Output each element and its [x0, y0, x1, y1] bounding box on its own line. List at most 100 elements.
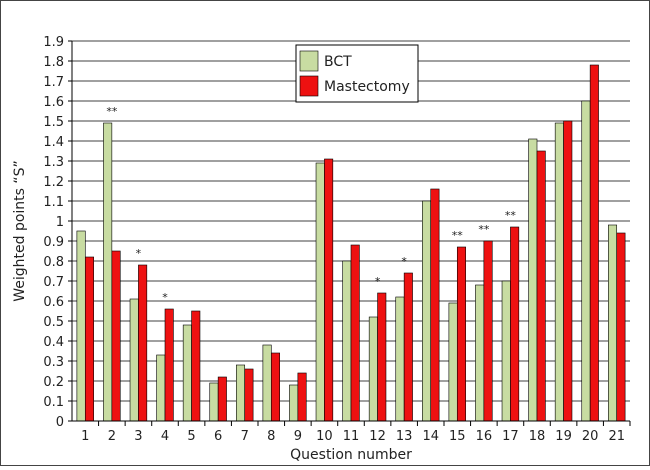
bar-bct — [76, 230, 86, 422]
bar-bct — [342, 260, 352, 422]
bar-bct — [422, 200, 432, 422]
y-tick-label: 1.4 — [43, 135, 64, 150]
bar-mastectomy — [403, 272, 413, 422]
bar-bct — [528, 138, 538, 422]
significance-marker: * — [162, 291, 168, 304]
x-tick-label: 1 — [81, 429, 89, 444]
bar-mastectomy — [270, 352, 280, 422]
significance-marker: * — [375, 275, 381, 288]
y-axis-title: Weighted points “S” — [12, 160, 28, 302]
x-tick-label: 17 — [502, 429, 519, 444]
bars — [76, 64, 626, 422]
x-tick-label: 15 — [449, 429, 466, 444]
x-tick-label: 9 — [294, 429, 302, 444]
x-tick-label: 3 — [134, 429, 142, 444]
x-tick-label: 21 — [608, 429, 625, 444]
y-tick-label: 0.8 — [43, 255, 64, 270]
significance-marker: ** — [478, 223, 490, 236]
y-tick-label: 1 — [56, 215, 64, 230]
y-tick-label: 1.6 — [43, 95, 64, 110]
bar-mastectomy — [244, 368, 254, 422]
x-tick-label: 10 — [316, 429, 333, 444]
bar-mastectomy — [377, 292, 387, 422]
x-tick-label: 14 — [422, 429, 439, 444]
bar-bct — [448, 302, 458, 422]
x-tick-label: 19 — [555, 429, 572, 444]
significance-marker: ** — [106, 105, 118, 118]
bar-bct — [129, 298, 139, 422]
bar-mastectomy — [84, 256, 94, 422]
bar-mastectomy — [616, 232, 626, 422]
x-tick-label: 5 — [187, 429, 195, 444]
x-tick-label: 18 — [529, 429, 546, 444]
significance-marker: ** — [505, 209, 517, 222]
x-tick-label: 7 — [241, 429, 249, 444]
y-tick-label: 0 — [56, 415, 64, 430]
bar-mastectomy — [350, 244, 360, 422]
legend-label-bct: BCT — [324, 54, 352, 70]
significance-marker: * — [136, 247, 142, 260]
bar-mastectomy — [111, 250, 121, 422]
x-tick-label: 4 — [161, 429, 169, 444]
bar-mastectomy — [430, 188, 440, 422]
bar-bct — [368, 316, 378, 422]
x-tick-label: 20 — [582, 429, 599, 444]
bar-mastectomy — [563, 120, 573, 422]
x-tick-label: 11 — [343, 429, 360, 444]
y-tick-label: 0.2 — [43, 375, 64, 390]
significance-markers: ******** **** — [106, 105, 516, 304]
x-tick-label: 8 — [267, 429, 275, 444]
y-tick-label: 1.2 — [43, 175, 64, 190]
legend-swatch-bct — [299, 50, 319, 72]
y-tick-label: 0.5 — [43, 315, 64, 330]
y-tick-label: 1.3 — [43, 155, 64, 170]
y-tick-label: 0.9 — [43, 235, 64, 250]
y-tick-label: 1.5 — [43, 115, 64, 130]
bar-mastectomy — [324, 158, 334, 422]
y-tick-label: 1.8 — [43, 55, 64, 70]
bar-bct — [501, 280, 511, 422]
x-tick-label: 2 — [108, 429, 116, 444]
y-tick-label: 0.1 — [43, 395, 64, 410]
bar-mastectomy — [510, 226, 520, 422]
x-tick-label: 12 — [369, 429, 386, 444]
significance-marker: ** — [452, 229, 464, 242]
bar-bct — [236, 364, 246, 422]
x-tick-label: 6 — [214, 429, 222, 444]
bar-mastectomy — [456, 246, 466, 422]
bar-mastectomy — [217, 376, 227, 422]
x-axis-ticks: 1 2 3 4 5 6 7 8 9 10 11 12 13 14 15 16 17 18 19 20 21 — [81, 421, 631, 444]
bar-bct — [156, 354, 166, 422]
y-tick-label: 0.7 — [43, 275, 64, 290]
x-axis-title: Question number — [290, 447, 412, 463]
y-tick-label: 1.9 — [43, 35, 64, 50]
bar-bct — [581, 100, 591, 422]
bar-bct — [315, 162, 325, 422]
bar-bct — [103, 122, 113, 422]
bar-mastectomy — [297, 372, 307, 422]
y-axis-ticks: 0 0.1 0.2 0.3 0.4 0.5 0.6 0.7 0.8 0.9 1 1.1 1.2 1.3 1.… — [43, 35, 72, 430]
bar-mastectomy — [589, 64, 599, 422]
x-tick-label: 16 — [476, 429, 493, 444]
legend-label-mastectomy: Mastectomy — [324, 79, 410, 95]
bar-mastectomy — [536, 150, 546, 422]
bar-mastectomy — [483, 240, 493, 422]
bar-mastectomy — [138, 264, 148, 422]
bar-bct — [209, 382, 219, 422]
bar-bct — [608, 224, 618, 422]
y-tick-label: 0.3 — [43, 355, 64, 370]
y-tick-label: 1.1 — [43, 195, 64, 210]
bar-bct — [289, 384, 299, 422]
bar-bct — [475, 284, 485, 422]
legend-swatch-mastectomy — [299, 75, 319, 97]
y-tick-label: 1.7 — [43, 75, 64, 90]
significance-marker: * — [401, 255, 407, 268]
bar-bct — [182, 324, 192, 422]
bar-mastectomy — [164, 308, 174, 422]
legend: BCT Mastectomy — [295, 44, 419, 103]
bar-bct — [262, 344, 272, 422]
y-tick-label: 0.4 — [43, 335, 64, 350]
bar-bct — [554, 122, 564, 422]
